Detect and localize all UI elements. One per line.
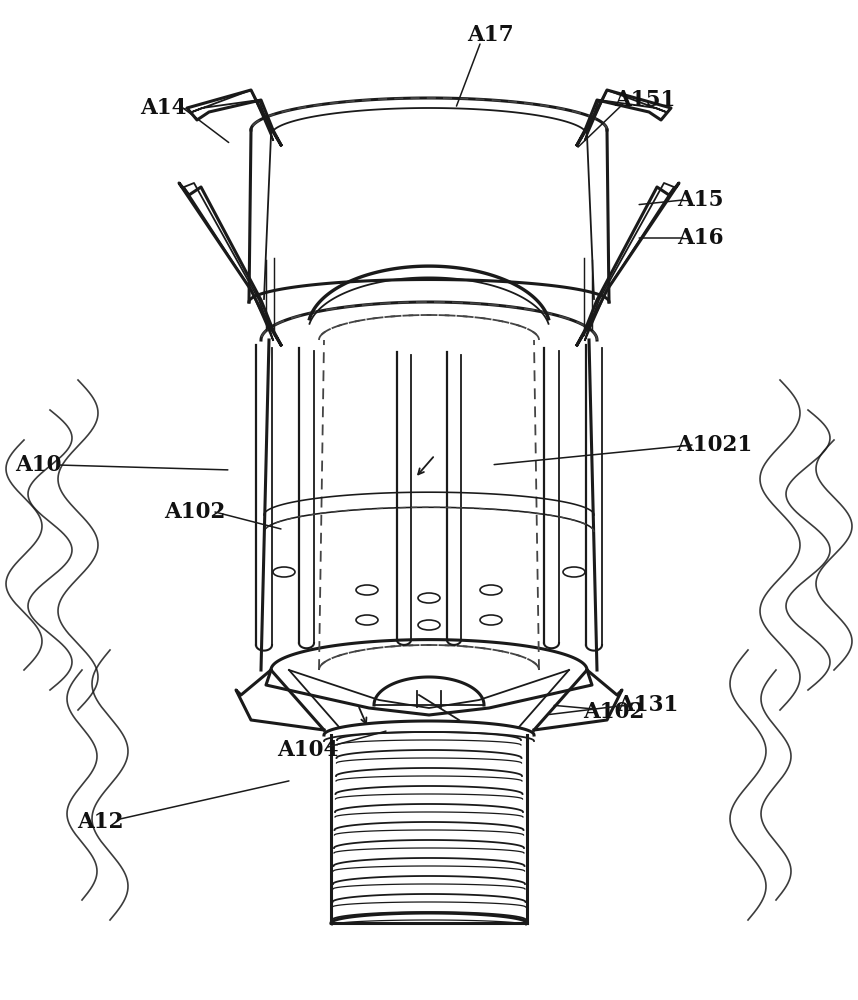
Text: A1021: A1021	[676, 434, 752, 456]
Text: A10: A10	[15, 454, 61, 476]
Text: A102: A102	[165, 501, 226, 523]
Text: A102: A102	[583, 701, 644, 723]
Text: A131: A131	[617, 694, 679, 716]
Text: A14: A14	[140, 97, 186, 119]
Text: A151: A151	[614, 89, 676, 111]
Text: A17: A17	[467, 24, 513, 46]
Text: A104: A104	[277, 739, 339, 761]
Text: A16: A16	[677, 227, 723, 249]
Text: A15: A15	[677, 189, 723, 211]
Text: A12: A12	[76, 811, 124, 833]
